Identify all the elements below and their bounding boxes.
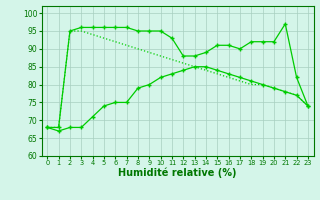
X-axis label: Humidité relative (%): Humidité relative (%): [118, 168, 237, 178]
